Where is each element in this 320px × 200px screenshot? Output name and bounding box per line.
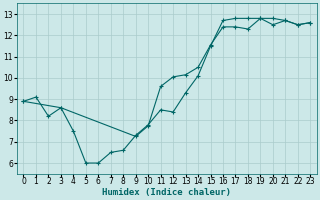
X-axis label: Humidex (Indice chaleur): Humidex (Indice chaleur) xyxy=(102,188,231,197)
